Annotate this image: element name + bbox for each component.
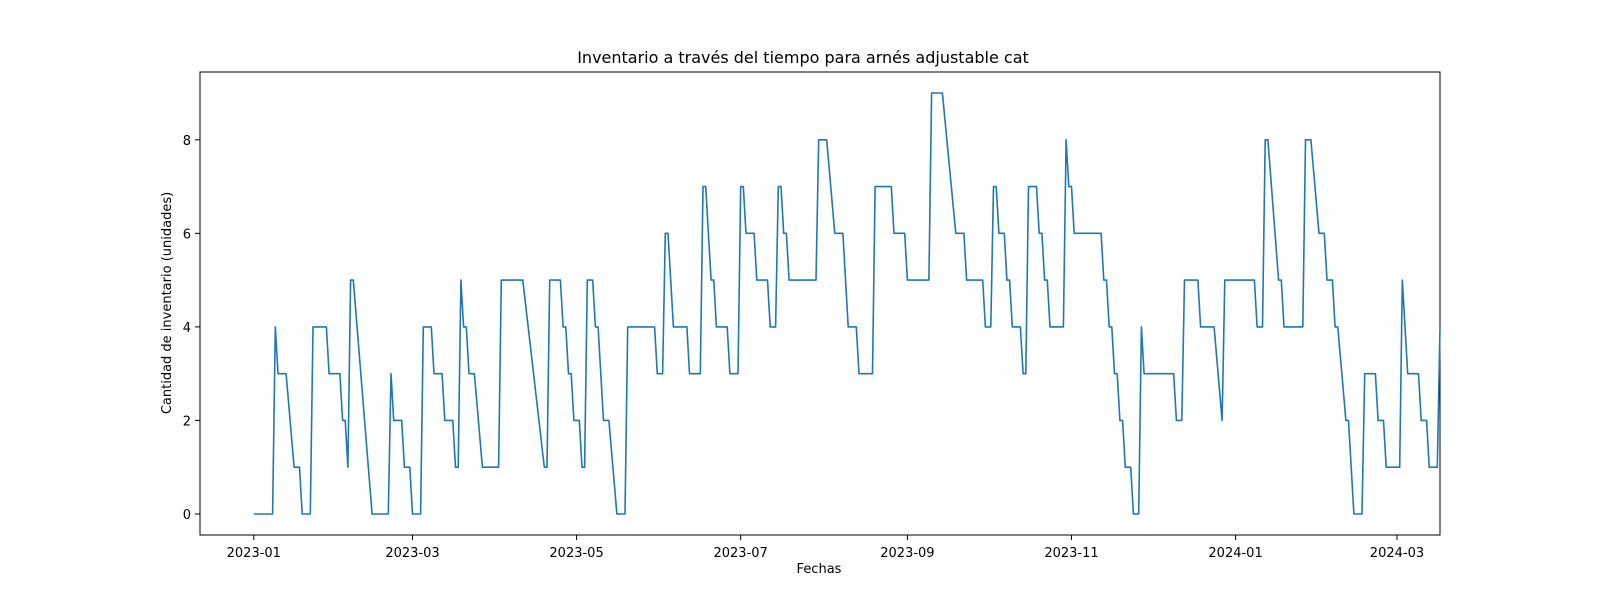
- y-axis-label: Cantidad de inventario (unidades): [160, 192, 175, 414]
- x-tick-label: 2023-07: [713, 546, 767, 561]
- y-tick-label: 0: [183, 508, 191, 523]
- x-tick-label: 2023-09: [880, 546, 934, 561]
- chart-title: Inventario a través del tiempo para arné…: [577, 48, 1029, 67]
- plot-area-frame: [199, 71, 1441, 536]
- y-tick-label: 8: [183, 134, 191, 149]
- x-tick-label: 2024-03: [1370, 546, 1424, 561]
- x-tick-label: 2023-01: [227, 546, 281, 561]
- x-tick-label: 2023-05: [549, 546, 603, 561]
- y-tick-label: 6: [183, 227, 191, 242]
- x-tick-label: 2024-01: [1208, 546, 1262, 561]
- x-axis-label: Fechas: [797, 562, 842, 577]
- inventory-series-line: [253, 92, 1441, 515]
- x-axis: 2023-01 2023-03 2023-05 2023-07 2023-09 2023-…: [227, 535, 1424, 561]
- y-tick-label: 2: [183, 414, 191, 429]
- x-tick-label: 2023-11: [1044, 546, 1098, 561]
- y-axis: 0 2 4 6 8: [183, 134, 200, 523]
- y-tick-label: 4: [183, 321, 191, 336]
- x-tick-label: 2023-03: [385, 546, 439, 561]
